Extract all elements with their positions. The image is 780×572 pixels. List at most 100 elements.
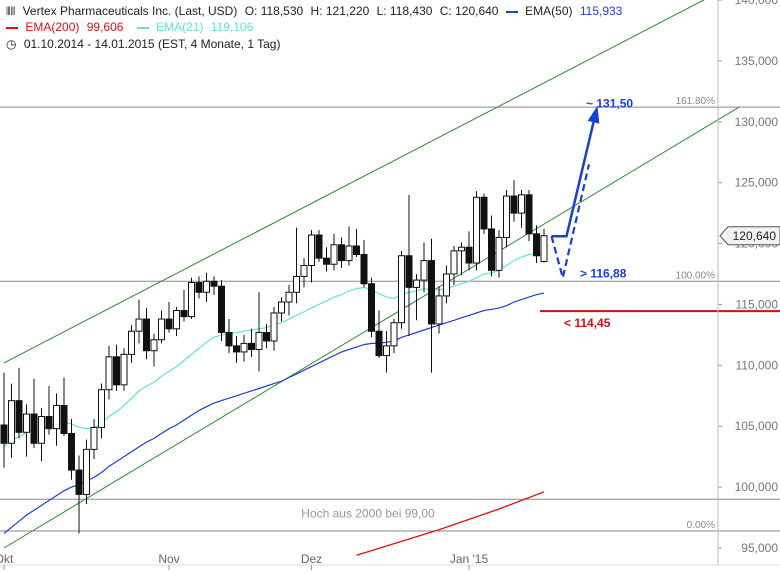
candle	[165, 302, 173, 333]
ema50-label: EMA(50)	[525, 4, 573, 18]
candle	[540, 228, 548, 263]
candle-body-down	[30, 413, 38, 444]
candle	[30, 378, 38, 449]
ema50-value: 115,933	[579, 4, 623, 18]
candle-body-up	[278, 301, 285, 314]
candle	[15, 367, 23, 439]
candle	[240, 334, 248, 362]
candle	[248, 328, 255, 357]
candle	[270, 306, 278, 351]
candle	[128, 325, 135, 363]
last-price-tag	[719, 226, 780, 246]
candle-body-down	[233, 345, 240, 353]
candle	[420, 242, 428, 293]
high-2000-label: Hoch aus 2000 bei 99,00	[301, 506, 435, 520]
candle	[518, 189, 525, 228]
y-tick-label: 130,000	[735, 115, 779, 129]
candle-body-down	[465, 246, 473, 264]
candle	[60, 377, 68, 436]
high-value: H: 121,220	[310, 4, 370, 18]
ema200-swatch	[6, 26, 18, 29]
candle-body-down	[510, 195, 518, 214]
y-tick-label: 110,000	[736, 358, 779, 372]
price-projection	[550, 105, 600, 278]
projection-arrow-head	[587, 105, 600, 124]
header-line-2: EMA(200) 99,606 EMA(21) 119,106	[6, 20, 257, 34]
candle-body-up	[398, 255, 405, 324]
candle-body-down	[360, 254, 368, 285]
candle-body-up	[420, 260, 428, 281]
candle	[360, 239, 368, 288]
candle-body-up	[150, 339, 158, 352]
candle-body-down	[368, 283, 375, 332]
candle	[375, 310, 383, 359]
candle-body-down	[165, 318, 173, 330]
candle	[75, 455, 83, 534]
candle	[480, 193, 488, 234]
candle	[323, 247, 330, 272]
last-price-label: 120,640	[733, 229, 777, 243]
candle-body-up	[270, 312, 278, 342]
candle-body-up	[53, 405, 60, 430]
candle	[0, 372, 8, 468]
candle-body-down	[375, 330, 383, 357]
y-tick-label: 140,000	[735, 0, 779, 7]
candle-body-down	[225, 331, 233, 347]
fib-level-label: 161.80%	[676, 96, 716, 107]
candle-body-up	[308, 234, 315, 266]
candle-body-up	[105, 356, 113, 391]
candle-body-down	[75, 469, 83, 495]
candle	[285, 284, 293, 316]
candle	[503, 189, 510, 248]
y-tick-label: 125,000	[735, 176, 779, 190]
candle-body-down	[525, 194, 533, 235]
candle-body-up	[300, 264, 308, 277]
candle	[473, 191, 480, 271]
candle	[300, 258, 308, 288]
candle	[383, 331, 390, 373]
candlestick-icon[interactable]: ⫴⫴	[6, 6, 16, 18]
candle-body-down	[480, 196, 488, 230]
candle	[180, 289, 188, 322]
candle	[158, 310, 165, 344]
candle	[105, 345, 113, 400]
candle-body-down	[68, 433, 75, 471]
candle	[68, 418, 75, 480]
candle-body-down	[218, 285, 225, 333]
candle	[533, 225, 540, 264]
projection-dashed-line	[550, 164, 591, 278]
open-value: O: 118,530	[244, 4, 304, 18]
candle-body-up	[255, 331, 263, 351]
candle-body-up	[38, 415, 45, 444]
candle-body-up	[435, 295, 443, 325]
candle	[293, 227, 300, 304]
candle-body-down	[0, 424, 8, 444]
low-value: L: 118,430	[376, 4, 433, 18]
candle	[405, 194, 413, 337]
header-line-1: ⫴⫴ Vertex Pharmaceuticals Inc. (Last, US…	[6, 4, 626, 19]
candle-body-up	[240, 342, 248, 353]
candle	[278, 297, 285, 322]
ema200-line	[356, 491, 545, 556]
candle-body-down	[353, 245, 360, 256]
candle	[90, 418, 98, 460]
candle	[143, 308, 150, 360]
candle	[8, 383, 15, 458]
channel-line	[3, 0, 705, 364]
candle	[195, 276, 203, 299]
candle	[83, 439, 90, 505]
candle-body-up	[450, 250, 458, 275]
candle	[135, 299, 143, 344]
candle	[255, 292, 263, 372]
candle	[443, 265, 450, 304]
y-tick-label: 100,000	[735, 480, 779, 494]
candle	[113, 344, 120, 391]
date-range: 01.10.2014 - 14.01.2015 (EST, 4 Monate, …	[23, 37, 281, 51]
y-tick-label: 95,000	[741, 541, 778, 555]
candle-body-up	[188, 282, 195, 318]
candle-body-down	[488, 228, 495, 271]
candle	[188, 277, 195, 320]
candle	[150, 333, 158, 367]
x-tick-label: Jan '15	[450, 552, 489, 566]
